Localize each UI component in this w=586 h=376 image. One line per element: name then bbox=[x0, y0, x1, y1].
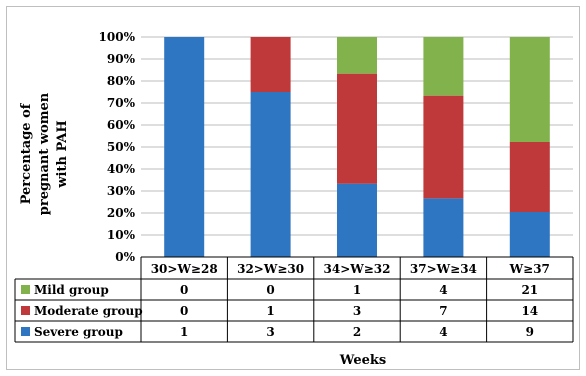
y-tick-label: 50% bbox=[107, 140, 136, 154]
table-cell-value: 1 bbox=[180, 325, 188, 339]
stacked-bar-chart: 0% 10% 20% 30% 40% 50% 60% 70% 80% 90% 100% 30>W≥28… bbox=[14, 30, 574, 343]
table-cell-value: 7 bbox=[439, 304, 447, 318]
bar-segment bbox=[164, 37, 205, 257]
bar-segment bbox=[250, 92, 291, 257]
y-tick-label: 30% bbox=[107, 184, 136, 198]
bar-segment bbox=[250, 37, 291, 92]
table-cell-value: 14 bbox=[521, 304, 538, 318]
bar-segment bbox=[423, 37, 464, 96]
y-tick-label: 90% bbox=[107, 52, 136, 66]
table-cell-value: 0 bbox=[266, 283, 274, 297]
x-category-label: 37>W≥34 bbox=[410, 262, 477, 276]
y-tick-label: 70% bbox=[107, 96, 136, 110]
legend-label: Severe group bbox=[34, 325, 123, 339]
legend-swatch bbox=[21, 285, 30, 294]
table-cell-value: 1 bbox=[266, 304, 274, 318]
legend-label: Mild group bbox=[34, 283, 109, 297]
legend-swatch bbox=[21, 327, 30, 336]
legend-label: Moderate group bbox=[34, 304, 143, 318]
table-cell-value: 0 bbox=[180, 304, 188, 318]
bar-segment bbox=[509, 142, 550, 212]
bar-segment bbox=[337, 73, 377, 184]
table-cell-value: 2 bbox=[353, 325, 361, 339]
x-category-label: W≥37 bbox=[509, 262, 550, 276]
table-cell-value: 1 bbox=[353, 283, 361, 297]
x-axis-label: Weeks bbox=[339, 353, 387, 368]
bar-segment bbox=[423, 95, 464, 199]
x-category-label: 34>W≥32 bbox=[324, 262, 391, 276]
y-axis-label: Percentage of pregnant women with PAH bbox=[19, 92, 70, 216]
y-tick-label: 80% bbox=[107, 74, 136, 88]
y-tick-label: 10% bbox=[107, 228, 136, 242]
bar-segment bbox=[337, 37, 377, 74]
legend-swatch bbox=[21, 306, 30, 315]
y-tick-label: 0% bbox=[115, 250, 135, 264]
bar-segment bbox=[337, 183, 377, 257]
y-tick-label: 40% bbox=[107, 162, 136, 176]
table-cell-value: 4 bbox=[439, 325, 447, 339]
x-category-label: 30>W≥28 bbox=[151, 262, 218, 276]
y-tick-label: 20% bbox=[107, 206, 136, 220]
table-cell-value: 3 bbox=[353, 304, 361, 318]
bar-segment bbox=[509, 37, 550, 142]
x-category-label: 32>W≥30 bbox=[237, 262, 304, 276]
table-cell-value: 3 bbox=[266, 325, 274, 339]
y-tick-label: 100% bbox=[99, 30, 136, 44]
chart-frame: 0% 10% 20% 30% 40% 50% 60% 70% 80% 90% 100% 30>W≥28… bbox=[6, 6, 580, 370]
bar-segment bbox=[509, 212, 550, 257]
bar-segment bbox=[423, 198, 464, 257]
table-cell-value: 9 bbox=[526, 325, 534, 339]
table-cell-value: 0 bbox=[180, 283, 188, 297]
table-cell-value: 21 bbox=[521, 283, 538, 297]
y-tick-label: 60% bbox=[107, 118, 136, 132]
table-cell-value: 4 bbox=[439, 283, 447, 297]
